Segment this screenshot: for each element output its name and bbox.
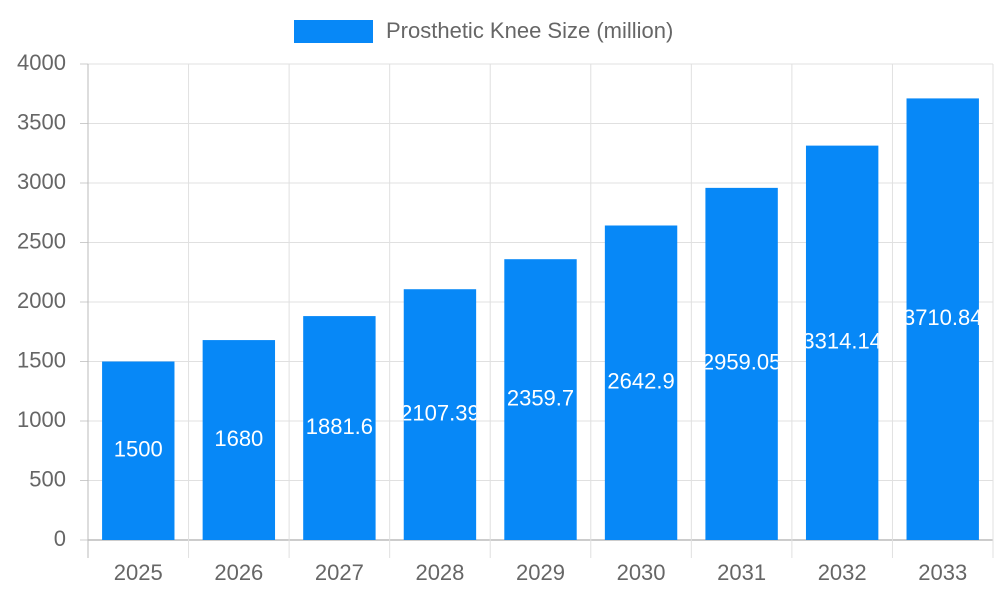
bar xyxy=(705,187,778,540)
bar xyxy=(202,340,276,540)
y-tick-label: 3500 xyxy=(17,109,66,134)
value-label: 2642.9 xyxy=(607,369,674,394)
value-label: 2107.39 xyxy=(400,400,480,425)
y-tick-label: 500 xyxy=(29,466,66,491)
bar xyxy=(102,361,175,540)
y-tick-label: 1500 xyxy=(17,347,66,372)
value-label: 1680 xyxy=(214,426,263,451)
x-tick-label: 2027 xyxy=(315,560,364,585)
legend-label: Prosthetic Knee Size (million) xyxy=(386,18,673,43)
y-tick-label: 3000 xyxy=(17,169,66,194)
value-label: 2959.05 xyxy=(702,350,782,375)
x-tick-label: 2032 xyxy=(818,560,867,585)
y-tick-label: 0 xyxy=(54,526,66,551)
value-label: 2359.7 xyxy=(507,385,574,410)
bar xyxy=(604,225,678,540)
value-label: 3314.14 xyxy=(802,329,882,354)
y-tick-label: 2000 xyxy=(17,288,66,313)
y-tick-label: 1000 xyxy=(17,407,66,432)
value-label: 1500 xyxy=(114,437,163,462)
x-tick-label: 2028 xyxy=(415,560,464,585)
bar xyxy=(906,98,979,541)
x-tick-label: 2033 xyxy=(918,560,967,585)
y-tick-label: 2500 xyxy=(17,228,66,253)
y-tick-label: 4000 xyxy=(17,50,66,75)
bar xyxy=(403,289,477,540)
x-tick-label: 2029 xyxy=(516,560,565,585)
x-tick-label: 2031 xyxy=(717,560,766,585)
bar xyxy=(303,316,376,540)
legend-swatch xyxy=(294,20,373,43)
value-label: 1881.6 xyxy=(306,414,373,439)
x-tick-label: 2026 xyxy=(214,560,263,585)
bar xyxy=(805,145,879,540)
value-label: 3710.84 xyxy=(903,305,983,330)
x-tick-label: 2030 xyxy=(617,560,666,585)
bar xyxy=(504,259,577,540)
x-tick-label: 2025 xyxy=(114,560,163,585)
